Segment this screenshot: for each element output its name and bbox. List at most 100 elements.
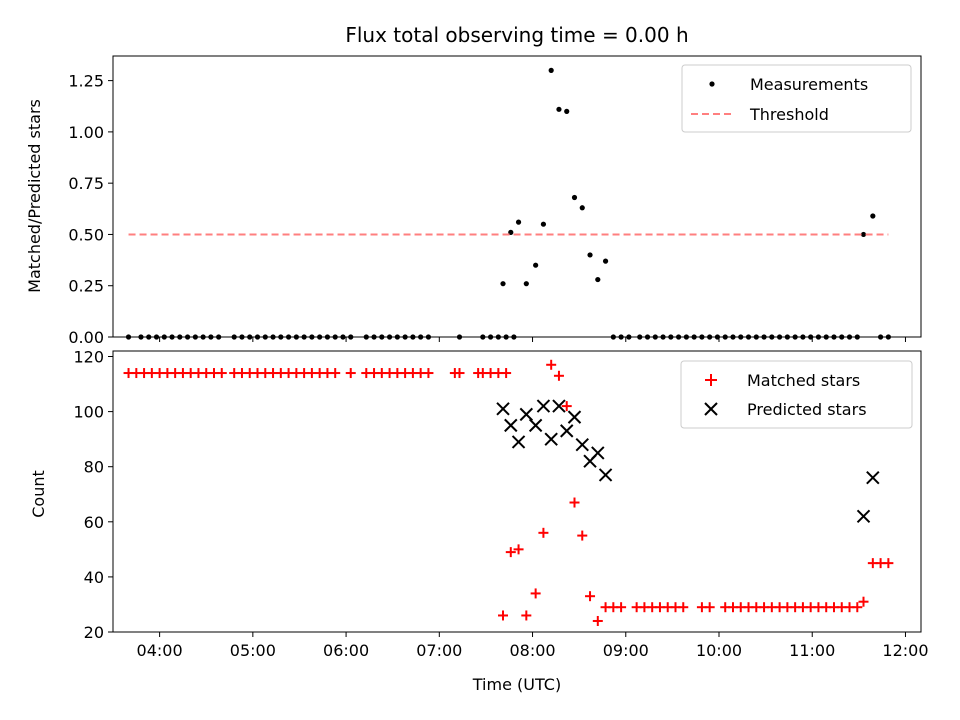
measurement-point xyxy=(846,334,853,340)
measurement-point xyxy=(239,334,245,340)
matched-stars-point xyxy=(454,368,465,379)
measurement-point xyxy=(278,334,284,340)
legend-matched-label: Matched stars xyxy=(747,371,860,390)
matched-stars-point xyxy=(569,497,580,508)
measurement-point xyxy=(823,334,829,340)
measurement-point xyxy=(216,334,222,340)
xtick-label: 10:00 xyxy=(696,641,742,660)
measurement-point xyxy=(379,334,385,340)
matched-stars-point xyxy=(498,610,509,621)
measurement-point xyxy=(425,334,432,340)
measurement-point xyxy=(860,231,867,238)
measurement-point xyxy=(340,334,346,340)
bottom-ylabel: Count xyxy=(29,470,48,518)
xtick-label: 07:00 xyxy=(416,641,462,660)
measurement-point xyxy=(348,334,354,340)
legend-predicted-marker xyxy=(704,402,718,416)
top-plot-frame xyxy=(112,55,922,338)
measurement-point xyxy=(587,252,593,258)
measurement-point xyxy=(854,334,860,340)
matched-stars-point xyxy=(592,615,603,626)
measurement-point xyxy=(637,334,643,340)
bottom-ytick-label: 100 xyxy=(73,403,104,422)
measurement-point xyxy=(707,334,713,340)
measurement-point xyxy=(626,334,632,340)
xtick-label: 09:00 xyxy=(603,641,649,660)
measurement-point xyxy=(769,334,775,340)
measurement-point xyxy=(556,106,562,112)
top-ytick-label: 0.75 xyxy=(68,174,104,193)
bottom-ytick-label: 20 xyxy=(84,623,104,642)
measurement-point xyxy=(808,334,814,340)
measurement-point xyxy=(714,334,721,340)
measurement-point xyxy=(533,262,539,268)
measurement-point xyxy=(753,334,759,340)
x-axis-label: Time (UTC) xyxy=(472,675,561,694)
bottom-ytick-label: 80 xyxy=(84,458,104,477)
measurement-point xyxy=(332,334,338,340)
measurement-point xyxy=(839,334,845,340)
predicted-stars-point xyxy=(560,424,574,438)
xtick-label: 08:00 xyxy=(509,641,555,660)
matched-stars-point xyxy=(521,610,532,621)
measurement-point xyxy=(777,334,783,340)
measurement-point xyxy=(885,334,891,340)
matched-stars-point xyxy=(501,368,512,379)
measurement-point xyxy=(878,334,884,340)
matched-stars-point xyxy=(585,591,596,602)
measurement-point xyxy=(169,334,175,340)
measurement-point xyxy=(571,194,578,201)
predicted-stars-point xyxy=(866,471,880,485)
matched-stars-point xyxy=(678,602,689,613)
measurement-point xyxy=(730,334,736,340)
measurement-point xyxy=(161,334,167,340)
measurement-point xyxy=(146,334,152,340)
top-ylabel: Matched/Predicted stars xyxy=(25,99,44,293)
predicted-stars-point xyxy=(575,437,589,452)
legend-measurements-marker xyxy=(709,81,715,87)
top-panel: 0.00 0.25 0.50 0.75 1.00 1.25 xyxy=(68,55,922,347)
measurement-point xyxy=(309,334,315,340)
measurement-point xyxy=(745,334,752,340)
matched-stars-point xyxy=(423,368,434,379)
legend-measurements-label: Measurements xyxy=(750,75,868,94)
predicted-stars-point xyxy=(519,407,534,422)
measurement-point xyxy=(870,213,876,219)
measurement-point xyxy=(699,334,705,340)
xtick-label: 11:00 xyxy=(789,641,835,660)
measurement-point xyxy=(761,334,767,340)
measurement-point xyxy=(676,334,682,340)
measurement-point xyxy=(418,334,424,340)
measurement-point xyxy=(317,334,323,340)
measurement-point xyxy=(480,334,486,340)
predicted-stars-point xyxy=(496,402,510,416)
top-ytick-label: 1.25 xyxy=(68,72,104,91)
matched-stars-point xyxy=(330,368,341,379)
measurement-point xyxy=(456,334,463,340)
measurement-point xyxy=(644,334,651,340)
measurement-point xyxy=(371,334,377,340)
measurement-point xyxy=(792,334,798,340)
measurement-point xyxy=(595,276,601,283)
bottom-plot-frame xyxy=(112,350,922,633)
bottom-panel: 20 40 60 80 100 120 04:00 05:00 06:00 07:00 08:00 0… xyxy=(73,348,928,660)
top-ytick-label: 0.25 xyxy=(68,277,104,296)
predicted-stars-point xyxy=(511,435,526,449)
measurement-point xyxy=(579,205,585,211)
matched-stars-point xyxy=(858,596,869,607)
measurement-point xyxy=(270,334,276,340)
matched-stars-point xyxy=(616,602,627,613)
bottom-legend-box xyxy=(680,360,913,429)
measurement-point xyxy=(487,334,494,340)
measurement-point xyxy=(138,334,144,340)
measurement-point xyxy=(262,334,268,340)
measurement-point xyxy=(394,334,400,340)
measurement-point xyxy=(548,67,554,73)
matched-stars-point xyxy=(530,588,541,599)
measurement-point xyxy=(618,334,624,340)
measurement-point xyxy=(285,334,292,340)
measurement-point xyxy=(293,334,299,340)
measurement-point xyxy=(660,334,666,340)
matched-stars-point xyxy=(577,530,588,541)
